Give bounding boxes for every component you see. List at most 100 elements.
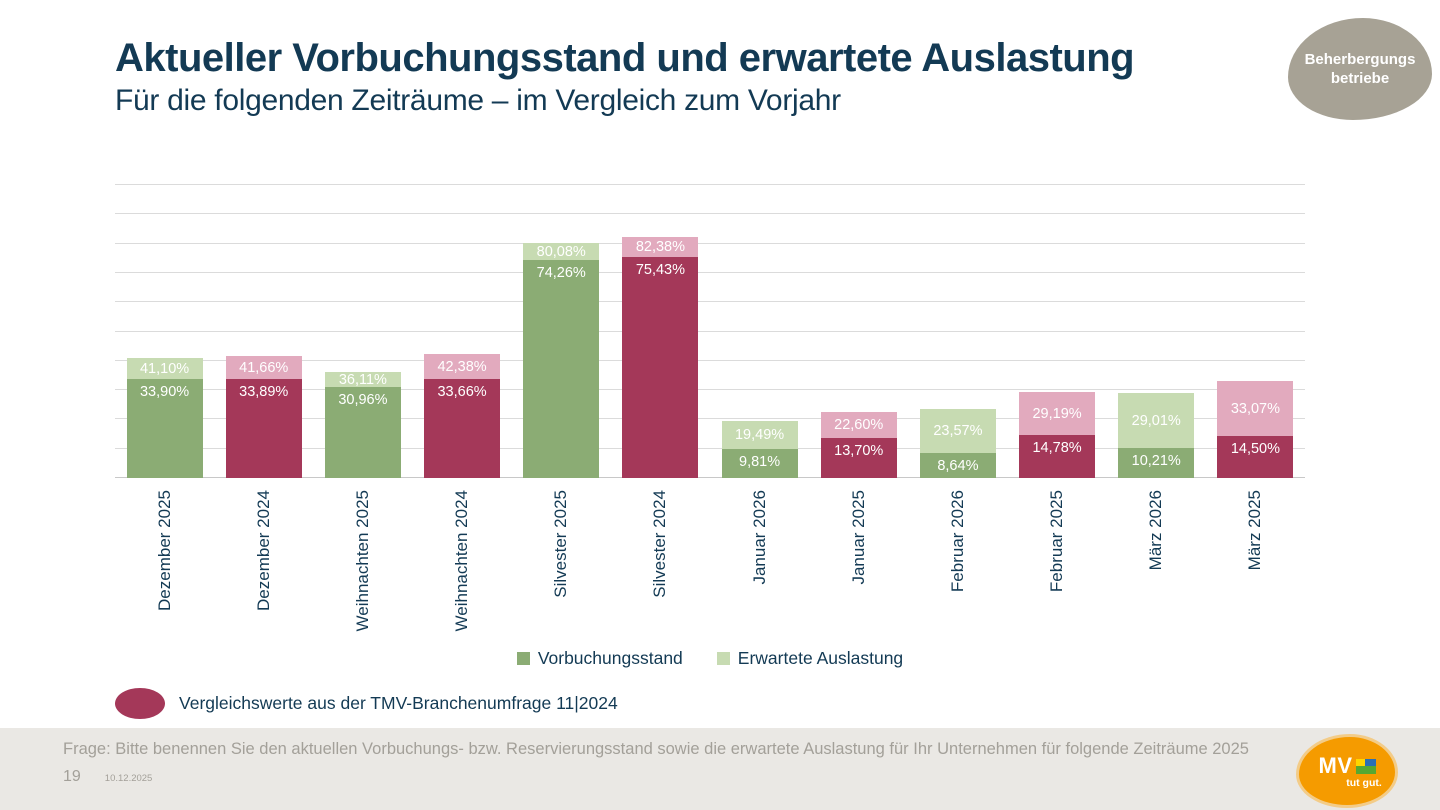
expected-value-label: 42,38% (437, 358, 487, 375)
legend-swatch-erwartete-auslastung (716, 652, 730, 665)
x-label-cell: Dezember 2024 (214, 490, 313, 640)
x-axis-label: März 2026 (1146, 490, 1166, 571)
x-axis-label: Dezember 2024 (253, 490, 273, 611)
bar-prebooking-segment: 8,64% (919, 453, 996, 478)
x-label-cell: Februar 2026 (908, 490, 1007, 640)
legend-swatch-vorbuchungsstand (516, 652, 530, 665)
x-axis-labels: Dezember 2025 Dezember 2024 Weihnachten 20… (115, 490, 1305, 640)
bar-expected-segment: 36,11% 30,96% (324, 372, 401, 478)
bar-column-4: 42,38% 33,66% (413, 185, 512, 478)
gridline-40 (115, 359, 1305, 361)
prebooking-value-label: 33,66% (437, 384, 487, 400)
prebooking-value-label: 14,78% (1032, 440, 1082, 456)
bar-column-10: 29,19% 14,78% (1008, 185, 1107, 478)
expected-value-label: 23,57% (933, 423, 983, 439)
prebooking-value-label: 14,50% (1230, 441, 1280, 457)
gridline-30 (115, 389, 1305, 391)
x-axis-label: Januar 2026 (749, 490, 769, 585)
legend-item-vorbuchungsstand: Vorbuchungsstand (516, 648, 683, 669)
gridline-100 (115, 184, 1305, 185)
footer-meta: 19 10.12.2025 (63, 768, 152, 786)
prebooking-value-label: 33,90% (139, 384, 190, 400)
bar-prebooking-segment: 9,81% (721, 449, 798, 478)
bar-expected-segment: 82,38% 75,43% (622, 237, 699, 478)
gridline-0 (115, 477, 1305, 478)
expected-value-label: 41,66% (239, 359, 289, 376)
bar-prebooking-segment: 14,78% (1019, 435, 1096, 478)
bar-prebooking-segment: 75,43% (622, 257, 699, 478)
prebooking-value-label: 33,89% (239, 384, 289, 400)
footer: Frage: Bitte benennen Sie den aktuellen … (0, 728, 1440, 810)
x-axis-label: Februar 2025 (1047, 490, 1067, 593)
bar-column-12: 33,07% 14,50% (1206, 185, 1305, 478)
gridline-20 (115, 418, 1305, 420)
bar-chart-plot-area: 41,10% 33,90% 41,66% 33,89% 36,11% 30,96% 42,3… (115, 184, 1305, 478)
gridline-70 (115, 271, 1305, 273)
bar-expected-segment: 22,60% 13,70% (820, 412, 897, 478)
expected-value-label: 33,07% (1230, 400, 1280, 417)
gridline-10 (115, 447, 1305, 449)
x-axis-label: Silvester 2024 (650, 490, 670, 598)
expected-value-label: 29,01% (1131, 412, 1181, 429)
mv-logo-text: MV (1318, 753, 1353, 778)
prebooking-value-label: 75,43% (635, 262, 685, 278)
bar-expected-segment: 42,38% 33,66% (424, 354, 501, 478)
x-label-cell: Dezember 2025 (115, 490, 214, 640)
legend-label-vorbuchungsstand: Vorbuchungsstand (537, 648, 683, 668)
bar-prebooking-segment: 33,89% (225, 379, 302, 478)
x-axis-label: Silvester 2025 (551, 490, 571, 598)
bar-expected-segment: 33,07% 14,50% (1217, 381, 1294, 478)
bar-prebooking-segment: 33,66% (424, 379, 501, 478)
x-label-cell: Januar 2026 (710, 490, 809, 640)
prebooking-value-label: 74,26% (536, 265, 586, 281)
expected-value-label: 29,19% (1032, 405, 1082, 422)
x-axis-label: Dezember 2025 (154, 490, 174, 611)
page-title: Aktueller Vorbuchungsstand und erwartete… (115, 36, 1135, 80)
x-label-cell: Januar 2025 (809, 490, 908, 640)
expected-value-label: 80,08% (536, 243, 586, 260)
x-label-cell: Februar 2025 (1008, 490, 1107, 640)
bar-expected-segment: 19,49% 9,81% (721, 421, 798, 478)
audience-badge-line2: betriebe (1330, 70, 1390, 87)
chart-legend: Vorbuchungsstand Erwartete Auslastung (115, 648, 1305, 669)
comparison-ellipse-marker (115, 688, 165, 719)
bar-column-9: 23,57% 8,64% (908, 185, 1007, 478)
legend-item-erwartete-auslastung: Erwartete Auslastung (716, 648, 904, 669)
audience-badge: Beherbergungs betriebe (1288, 18, 1432, 120)
comparison-note: Vergleichswerte aus der TMV-Branchenumfr… (115, 688, 618, 719)
prebooking-value-label: 10,21% (1131, 453, 1181, 469)
bar-prebooking-segment: 13,70% (820, 438, 897, 478)
bar-prebooking-segment: 30,96% (324, 387, 401, 478)
legend-label-erwartete-auslastung: Erwartete Auslastung (737, 648, 904, 668)
x-label-cell: Weihnachten 2025 (313, 490, 412, 640)
bar-column-2: 41,66% 33,89% (214, 185, 313, 478)
gridline-80 (115, 242, 1305, 244)
audience-badge-line1: Beherbergungs (1304, 51, 1416, 68)
prebooking-value-label: 9,81% (739, 454, 781, 470)
gridline-50 (115, 330, 1305, 332)
x-label-cell: März 2025 (1206, 490, 1305, 640)
expected-value-label: 19,49% (734, 427, 785, 443)
x-axis-label: Januar 2025 (848, 490, 868, 585)
x-axis-label: Weihnachten 2025 (352, 490, 372, 632)
page-subtitle: Für die folgenden Zeiträume – im Verglei… (115, 84, 841, 117)
bar-column-3: 36,11% 30,96% (313, 185, 412, 478)
bar-column-5: 80,08% 74,26% (512, 185, 611, 478)
bar-column-1: 41,10% 33,90% (115, 185, 214, 478)
prebooking-value-label: 8,64% (937, 458, 979, 474)
bar-prebooking-segment: 14,50% (1217, 436, 1294, 478)
header: Aktueller Vorbuchungsstand und erwartete… (115, 36, 1275, 118)
slide-date: 10.12.2025 (104, 773, 153, 784)
expected-value-label: 41,10% (139, 360, 190, 377)
gridline-60 (115, 301, 1305, 303)
x-label-cell: Weihnachten 2024 (413, 490, 512, 640)
bar-column-6: 82,38% 75,43% (611, 185, 710, 478)
expected-value-label: 22,60% (834, 417, 884, 433)
bar-column-11: 29,01% 10,21% (1107, 185, 1206, 478)
x-axis-label: Weihnachten 2024 (452, 490, 472, 632)
x-axis-label: März 2025 (1245, 490, 1265, 571)
x-label-cell: März 2026 (1107, 490, 1206, 640)
bar-prebooking-segment: 33,90% (126, 379, 203, 478)
prebooking-value-label: 30,96% (338, 392, 388, 408)
